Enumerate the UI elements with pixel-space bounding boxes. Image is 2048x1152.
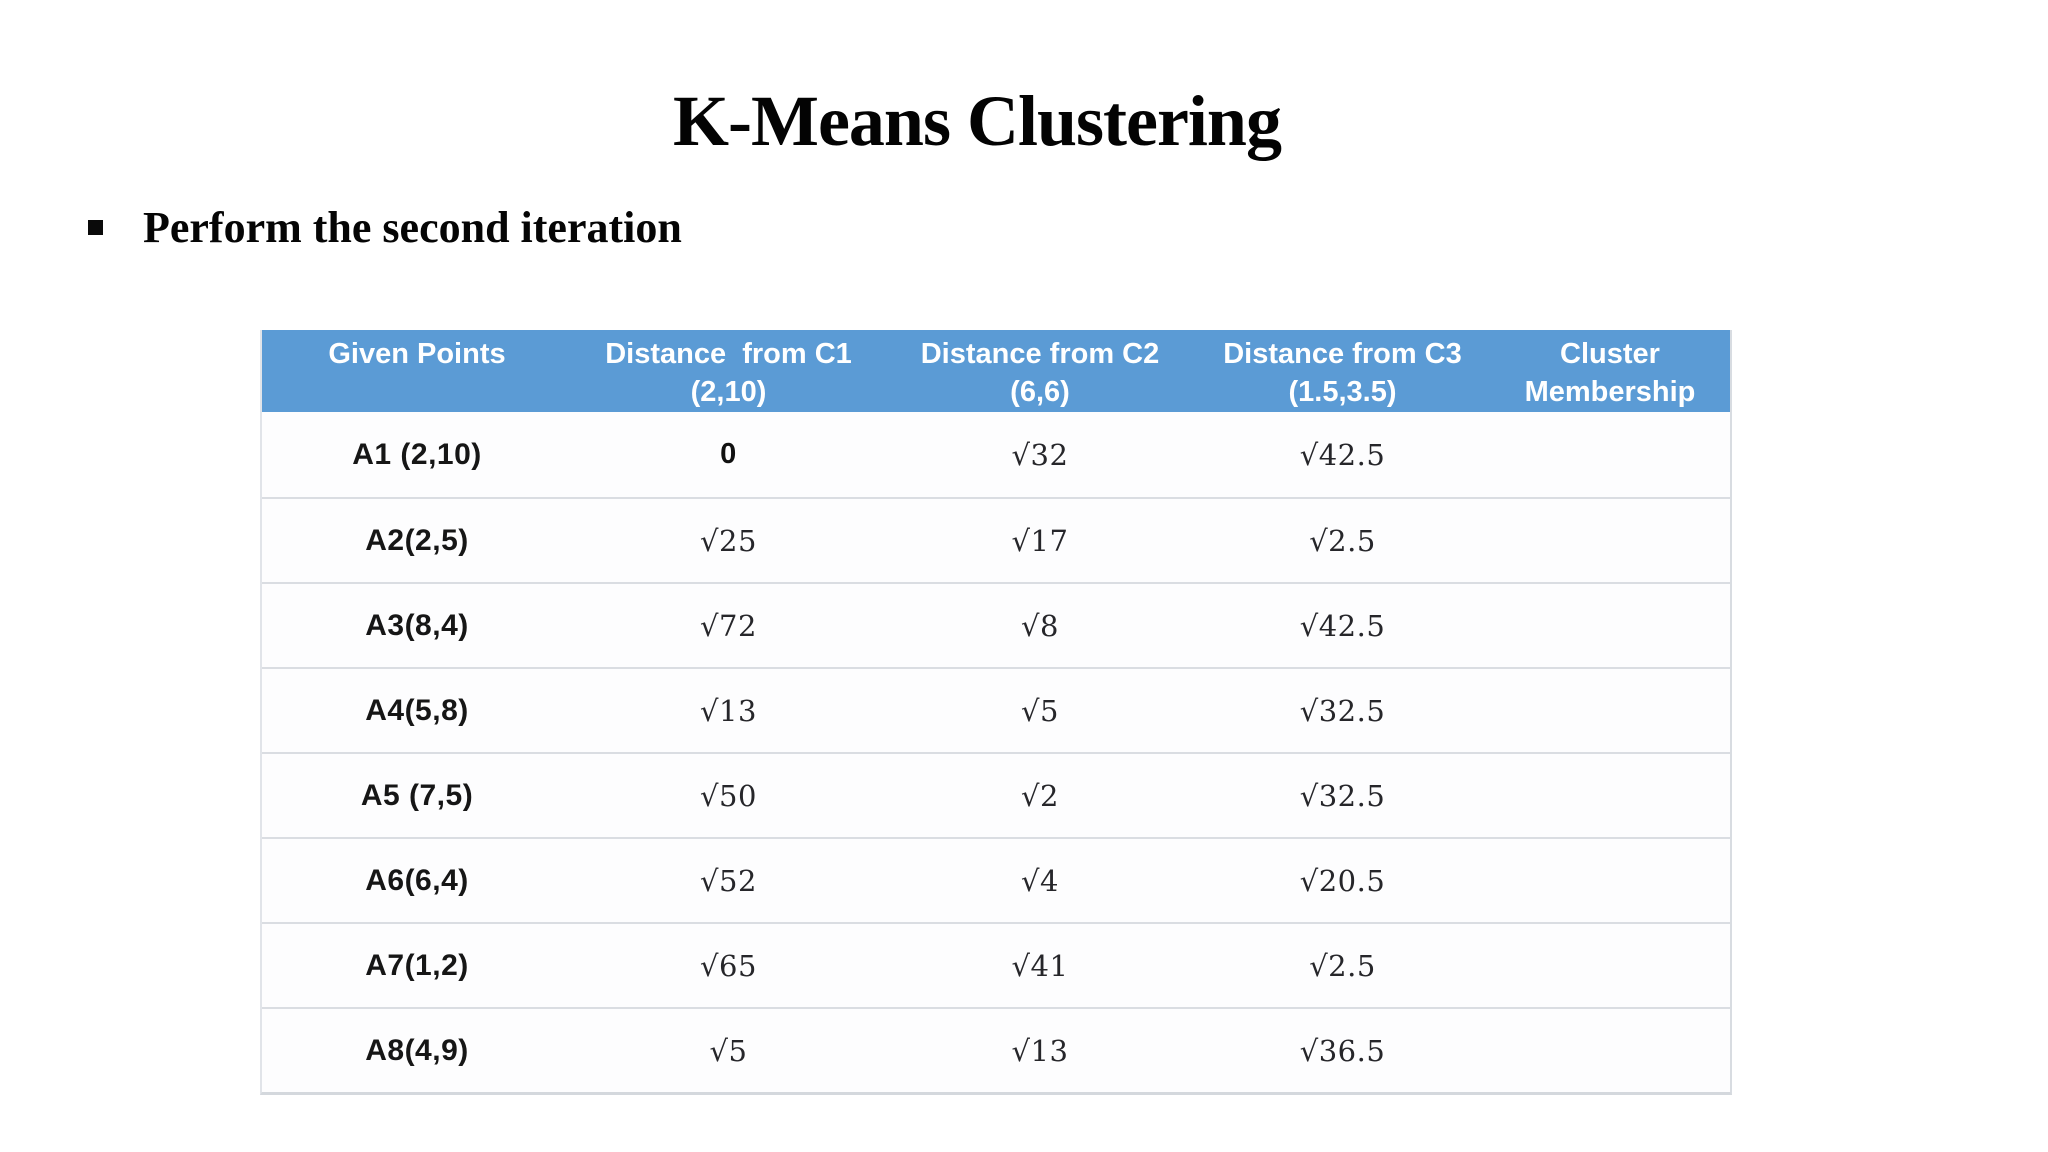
- header-line1: Given Points: [328, 338, 506, 370]
- cell-given-point: A1 (2,10): [352, 437, 482, 471]
- table-row: A8(4,9) √5 √13 √36.5: [262, 1007, 1730, 1092]
- cell-given-point: A8(4,9): [365, 1033, 469, 1067]
- cell-distance-c3: √42.5: [1299, 608, 1386, 643]
- cell-distance-c2: √8: [1021, 608, 1059, 643]
- cell-distance-c2: √2: [1021, 778, 1059, 813]
- table-header-row: Given Points Distance from C1 (2,10) Dis…: [262, 330, 1730, 412]
- header-line1: Distance from C2: [920, 338, 1160, 370]
- cell-distance-c1: √25: [700, 523, 757, 558]
- column-header-given-points: Given Points: [262, 330, 572, 412]
- table-row: A1 (2,10) 0 √32 √42.5: [262, 412, 1730, 497]
- cell-distance-c2: √41: [1011, 948, 1069, 983]
- cell-distance-c2: √4: [1021, 863, 1059, 898]
- table-row: A7(1,2) √65 √41 √2.5: [262, 922, 1730, 1007]
- header-line1: Cluster: [1560, 338, 1660, 370]
- table-row: A2(2,5) √25 √17 √2.5: [262, 497, 1730, 582]
- cell-distance-c3: √2.5: [1309, 948, 1376, 983]
- cell-given-point: A6(6,4): [365, 863, 469, 897]
- table-row: A3(8,4) √72 √8 √42.5: [262, 582, 1730, 667]
- header-line2: (2,10): [690, 376, 767, 408]
- table-row: A4(5,8) √13 √5 √32.5: [262, 667, 1730, 752]
- cell-distance-c3: √42.5: [1299, 437, 1386, 472]
- cell-distance-c2: √17: [1011, 523, 1069, 558]
- table-row: A5 (7,5) √50 √2 √32.5: [262, 752, 1730, 837]
- cell-given-point: A4(5,8): [365, 693, 469, 727]
- header-line2: (1.5,3.5): [1288, 376, 1397, 408]
- cell-distance-c1: √65: [700, 948, 757, 983]
- cell-given-point: A2(2,5): [365, 523, 469, 557]
- column-header-cluster-membership: Cluster Membership: [1490, 330, 1730, 412]
- column-header-distance-c2: Distance from C2 (6,6): [885, 330, 1195, 412]
- cell-distance-c3: √32.5: [1299, 693, 1386, 728]
- cell-distance-c1: √5: [709, 1033, 748, 1068]
- bullet-text: Perform the second iteration: [143, 203, 682, 252]
- header-line2: Membership: [1524, 376, 1696, 408]
- cell-distance-c1: 0: [720, 438, 737, 470]
- bullet-item: Perform the second iteration: [88, 203, 682, 254]
- header-line2: (6,6): [1010, 376, 1070, 408]
- cell-distance-c3: √36.5: [1299, 1033, 1386, 1068]
- cell-given-point: A5 (7,5): [360, 778, 474, 812]
- header-line1: Distance from C3: [1223, 338, 1462, 370]
- cell-distance-c2: √5: [1021, 693, 1059, 728]
- header-line1: Distance from C1: [605, 338, 852, 370]
- cell-distance-c3: √2.5: [1309, 523, 1376, 558]
- cell-distance-c1: √13: [700, 693, 757, 728]
- cell-distance-c2: √32: [1011, 437, 1069, 472]
- cell-distance-c1: √50: [700, 778, 757, 813]
- slide-title: K-Means Clustering: [673, 81, 1282, 161]
- cell-distance-c3: √20.5: [1299, 863, 1386, 898]
- cell-distance-c1: √72: [700, 608, 757, 643]
- cell-distance-c3: √32.5: [1299, 778, 1386, 813]
- distance-table: Given Points Distance from C1 (2,10) Dis…: [260, 330, 1732, 1095]
- column-header-distance-c3: Distance from C3 (1.5,3.5): [1195, 330, 1490, 412]
- cell-given-point: A3(8,4): [365, 608, 469, 642]
- cell-distance-c2: √13: [1011, 1033, 1069, 1068]
- table-row: A6(6,4) √52 √4 √20.5: [262, 837, 1730, 922]
- column-header-distance-c1: Distance from C1 (2,10): [572, 330, 885, 412]
- cell-given-point: A7(1,2): [365, 948, 469, 982]
- square-bullet-icon: [88, 220, 103, 235]
- cell-distance-c1: √52: [700, 863, 757, 898]
